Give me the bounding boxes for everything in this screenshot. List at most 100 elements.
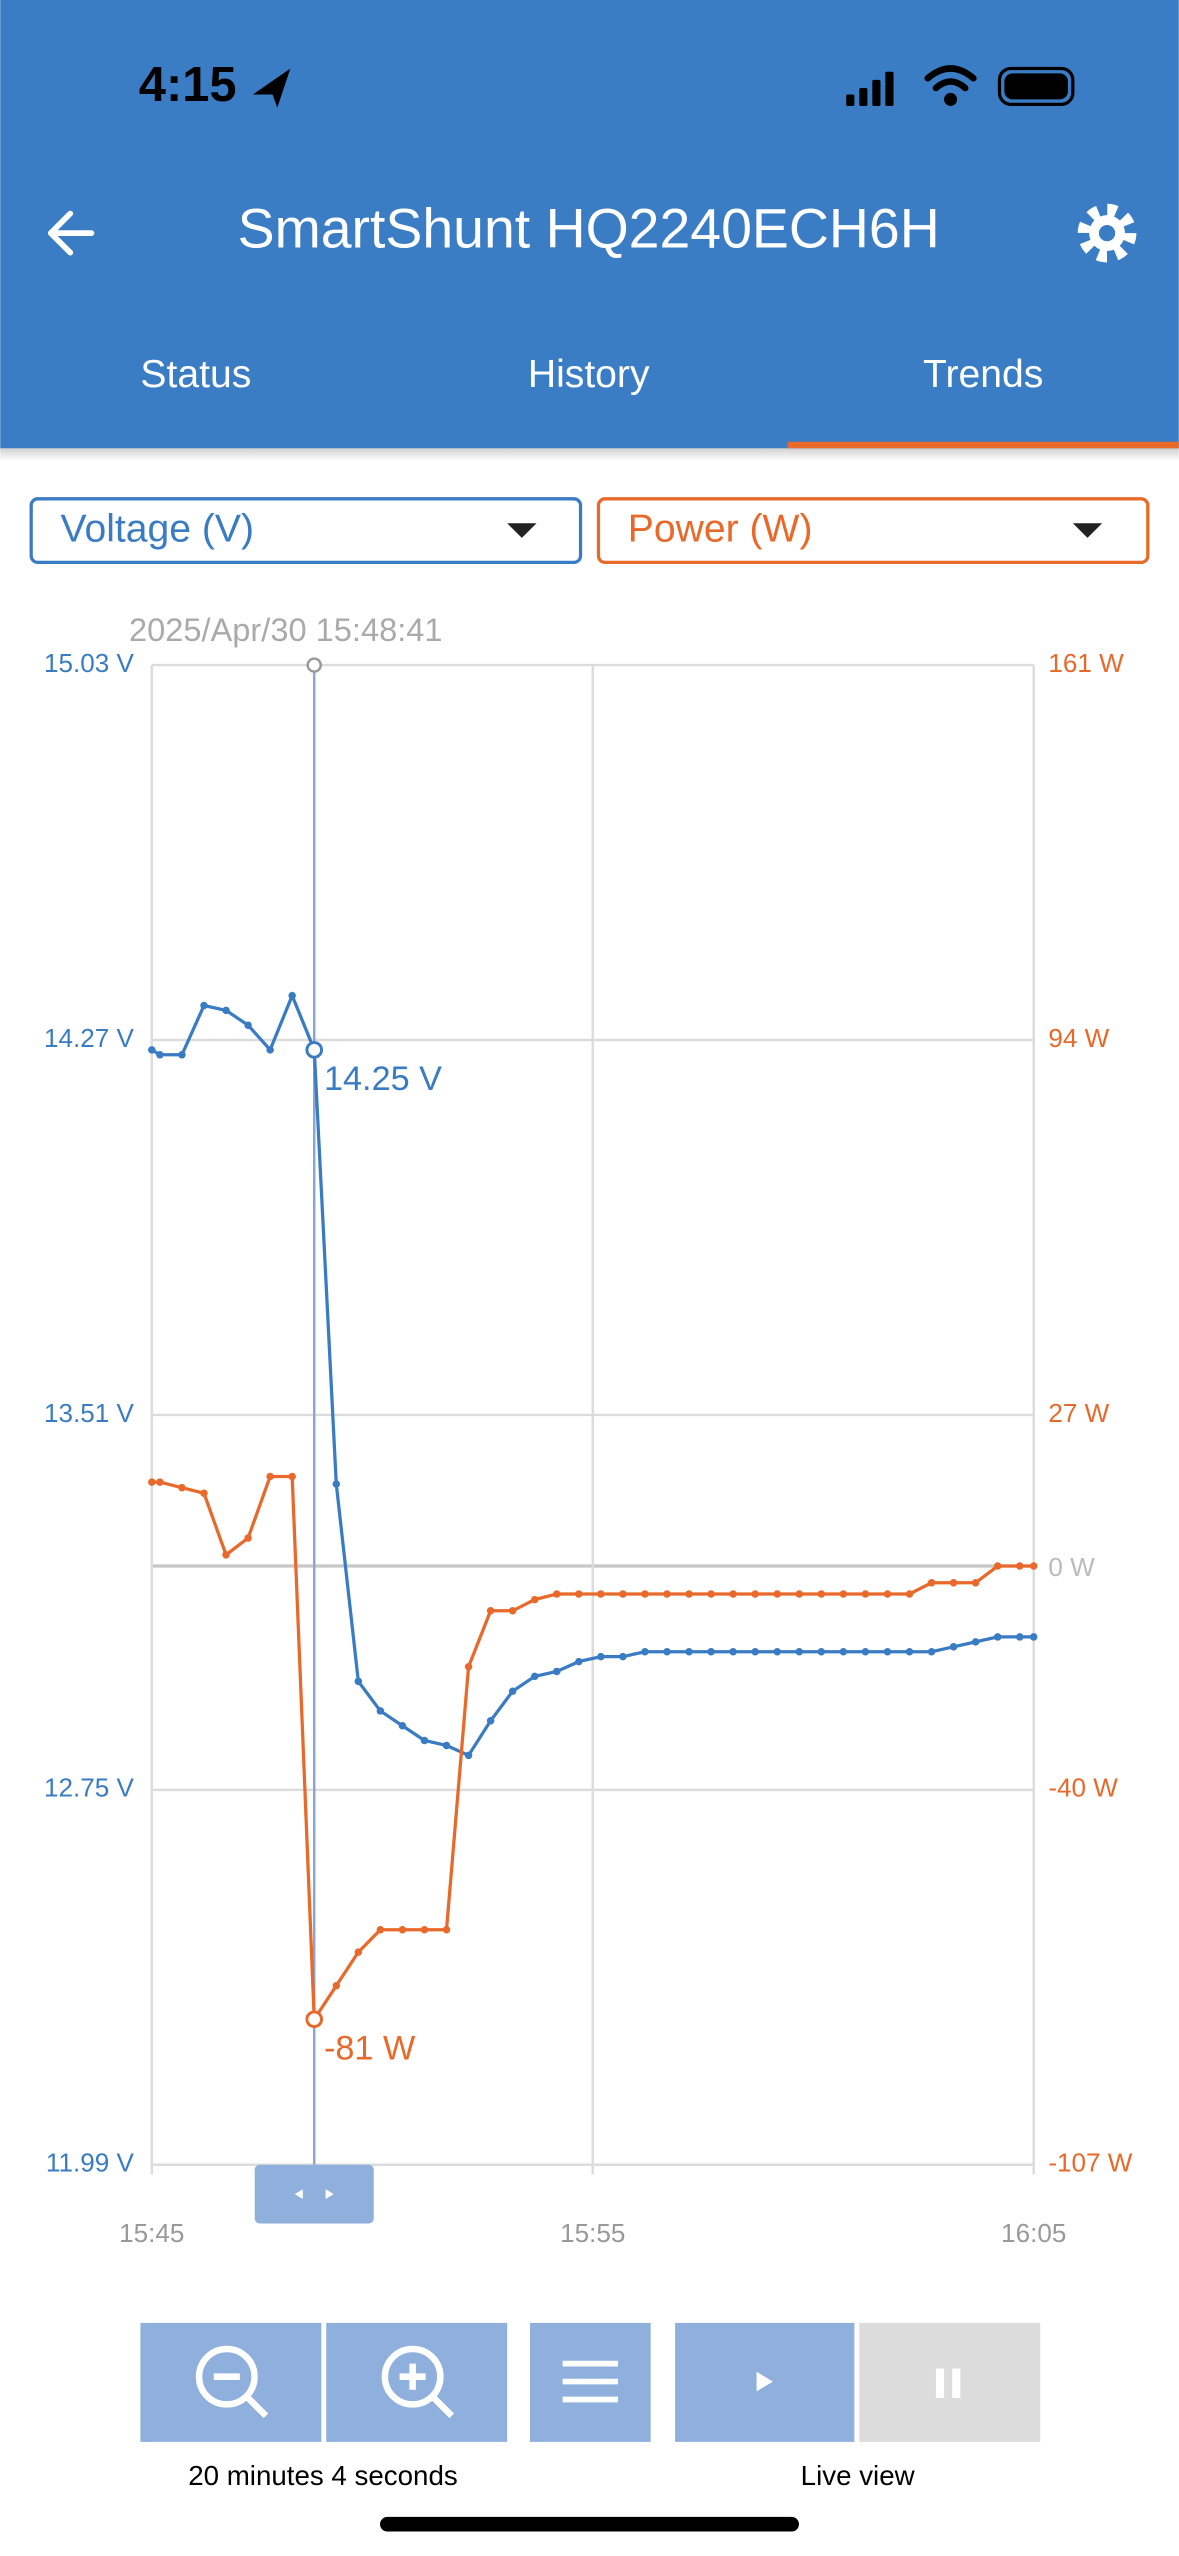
- zoom-in-button[interactable]: [326, 2322, 508, 2442]
- point: [332, 1480, 341, 1488]
- y2-tick-label: -107 W: [1048, 2148, 1132, 2178]
- point: [641, 1647, 649, 1656]
- point: [839, 1647, 848, 1656]
- point: [464, 1751, 473, 1760]
- y2-tick-label: 27 W: [1048, 1398, 1109, 1428]
- point: [1015, 1633, 1024, 1641]
- point: [883, 1590, 892, 1598]
- point: [905, 1590, 914, 1598]
- menu-button[interactable]: [530, 2322, 651, 2442]
- point: [222, 1551, 230, 1559]
- tab[interactable]: Status: [140, 353, 251, 396]
- point: [376, 1707, 385, 1715]
- point: [861, 1647, 870, 1656]
- point: [156, 1051, 164, 1059]
- point: [1029, 1562, 1038, 1570]
- x-tick-label: 16:05: [1001, 2218, 1066, 2248]
- point: [773, 1590, 781, 1598]
- point: [641, 1590, 649, 1598]
- cursor-label: 2025/Apr/30 15:48:41: [129, 611, 443, 648]
- tab-indicator: [787, 441, 1179, 449]
- point: [905, 1647, 914, 1656]
- point: [685, 1647, 693, 1656]
- point: [861, 1590, 870, 1598]
- point: [795, 1647, 804, 1656]
- point: [619, 1652, 627, 1661]
- point: [266, 1472, 274, 1481]
- app-bar: [0, 0, 1179, 449]
- point: [597, 1590, 605, 1598]
- point: [729, 1590, 737, 1598]
- plot: 11.99 V 12.75 V 13.51 V 14.27 V 15.03 V -107 …: [44, 611, 1133, 2248]
- point: [971, 1638, 980, 1646]
- location-icon: [252, 68, 291, 108]
- point: [530, 1672, 539, 1681]
- status-time: 4:15: [139, 58, 237, 112]
- back-button[interactable]: [47, 210, 95, 256]
- point: [993, 1562, 1002, 1570]
- point: [795, 1590, 804, 1598]
- point: [707, 1590, 715, 1598]
- header-title: SmartShunt HQ2240ECH6H: [238, 198, 940, 260]
- point: [949, 1579, 958, 1587]
- point: [751, 1590, 759, 1598]
- y2-tick-label: -40 W: [1048, 1773, 1118, 1803]
- point: [553, 1667, 561, 1676]
- point: [420, 1736, 429, 1745]
- point: [266, 1046, 274, 1054]
- point: [597, 1652, 605, 1661]
- voltage-dropdown[interactable]: [29, 497, 583, 565]
- point: [178, 1051, 186, 1059]
- point: [178, 1483, 186, 1492]
- point: [575, 1657, 583, 1666]
- tab[interactable]: History: [528, 353, 650, 396]
- point: [332, 1981, 341, 1990]
- point: [354, 1677, 363, 1686]
- point: [244, 1021, 252, 1029]
- point: [376, 1925, 385, 1934]
- battery-icon: [997, 66, 1075, 106]
- point: [354, 1948, 363, 1956]
- y-tick-label: 13.51 V: [44, 1398, 135, 1428]
- point: [751, 1647, 759, 1656]
- point: [553, 1590, 561, 1598]
- point: [442, 1741, 451, 1750]
- play-button[interactable]: [675, 2322, 855, 2442]
- point: [530, 1595, 539, 1604]
- point: [883, 1647, 892, 1656]
- zoom-out-button[interactable]: [140, 2322, 322, 2442]
- point: [486, 1607, 495, 1615]
- point: [148, 1478, 156, 1486]
- settings-button[interactable]: [1077, 203, 1137, 263]
- point: [817, 1590, 826, 1598]
- point: [1015, 1562, 1024, 1570]
- point: [244, 1534, 252, 1542]
- shadow: [0, 448, 1179, 462]
- pause-button[interactable]: [859, 2322, 1041, 2442]
- point: [148, 1046, 156, 1054]
- point: [729, 1647, 737, 1656]
- point: [288, 1472, 296, 1481]
- tab[interactable]: Trends: [923, 353, 1043, 396]
- cursor-handle[interactable]: [254, 2164, 374, 2224]
- point: [442, 1925, 451, 1934]
- y2-tick-label: 161 W: [1048, 648, 1124, 678]
- point: [1029, 1633, 1038, 1641]
- point: [685, 1590, 693, 1598]
- point: [817, 1647, 826, 1656]
- power-dropdown[interactable]: [596, 497, 1150, 565]
- cursor-point: [305, 2010, 324, 2029]
- live-label: Live view: [801, 2460, 916, 2491]
- point: [927, 1579, 936, 1587]
- point: [773, 1647, 781, 1656]
- point: [398, 1925, 407, 1934]
- signal-icon: [846, 71, 894, 106]
- point: [663, 1647, 671, 1656]
- point: [464, 1662, 473, 1671]
- point: [508, 1687, 517, 1695]
- point: [288, 991, 296, 1000]
- point: [993, 1633, 1002, 1641]
- point: [200, 1001, 208, 1010]
- point: [222, 1006, 230, 1015]
